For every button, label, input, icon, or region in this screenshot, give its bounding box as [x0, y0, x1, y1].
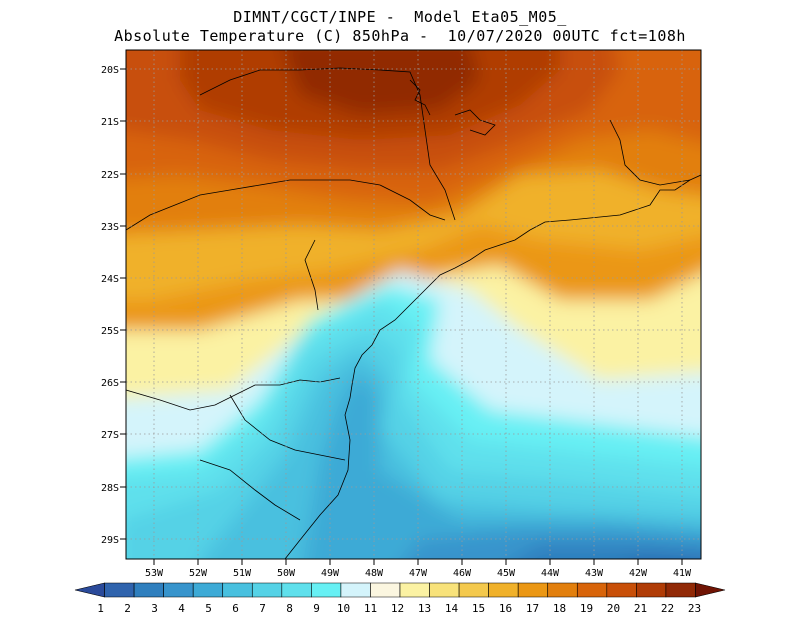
colorbar-segment	[74, 582, 105, 598]
colorbar-label: 23	[688, 602, 701, 615]
map-grid	[126, 50, 701, 559]
colorbar-segment	[636, 582, 667, 598]
colorbar-segment	[488, 582, 519, 598]
colorbar-segment	[340, 582, 371, 598]
colorbar-label: 5	[205, 602, 212, 615]
lat-label: 28S	[101, 483, 119, 494]
lon-label: 43W	[585, 568, 604, 579]
colorbar-segment	[399, 582, 430, 598]
colorbar-labels: 1 2 3 4 5 6 7 8 9 10 11 12 13 14 15 16 1…	[97, 602, 701, 615]
temperature-field	[126, 50, 701, 559]
lon-label: 48W	[365, 568, 384, 579]
colorbar-segment	[311, 582, 342, 598]
colorbar-label: 14	[445, 602, 459, 615]
lon-label: 50W	[277, 568, 296, 579]
colorbar-segment	[133, 582, 164, 598]
lon-label: 51W	[233, 568, 252, 579]
colorbar-label: 21	[634, 602, 647, 615]
lon-label: 47W	[409, 568, 428, 579]
lat-label: 25S	[101, 326, 119, 337]
map-frame	[125, 49, 702, 560]
lat-label: 26S	[101, 378, 119, 389]
colorbar-label: 12	[391, 602, 404, 615]
lat-label: 20S	[101, 65, 119, 76]
colorbar-label: 6	[232, 602, 239, 615]
colorbar-segment	[665, 582, 696, 598]
lat-label: 22S	[101, 170, 119, 181]
colorbar-label: 3	[151, 602, 158, 615]
colorbar-segment	[606, 582, 637, 598]
coastline-borders	[126, 67, 701, 559]
colorbar-label: 2	[124, 602, 131, 615]
lon-label: 53W	[145, 568, 164, 579]
colorbar-label: 20	[607, 602, 620, 615]
colorbar-segment	[576, 582, 608, 598]
colorbar-label: 11	[364, 602, 377, 615]
colorbar-segment	[695, 582, 726, 598]
colorbar-label: 7	[259, 602, 266, 615]
lon-label: 44W	[541, 568, 560, 579]
lat-label: 23S	[101, 222, 119, 233]
colorbar-segment	[458, 582, 489, 598]
lon-label: 45W	[497, 568, 516, 579]
colorbar-segment	[192, 582, 224, 598]
latitude-labels: 20S 21S 22S 23S 24S 25S 26S 27S 28S 29S	[101, 65, 119, 546]
colorbar-segment	[251, 582, 283, 598]
colorbar-segment	[163, 582, 194, 598]
lat-label: 27S	[101, 430, 119, 441]
colorbar-label: 13	[418, 602, 431, 615]
colorbar-label: 18	[553, 602, 566, 615]
colorbar-label: 10	[337, 602, 350, 615]
colorbar-label: 15	[472, 602, 485, 615]
colorbar-segment	[104, 582, 135, 598]
lon-label: 52W	[189, 568, 208, 579]
longitude-labels: 53W 52W 51W 50W 49W 48W 47W 46W 45W 44W …	[145, 568, 692, 579]
colorbar-label: 17	[526, 602, 539, 615]
map-title-line2: Absolute Temperature (C) 850hPa - 10/07/…	[114, 27, 686, 45]
map-title-line1: DIMNT/CGCT/INPE - Model Eta05_M05_	[233, 8, 567, 26]
lon-label: 46W	[453, 568, 472, 579]
colorbar-label: 19	[580, 602, 593, 615]
colorbar-segment	[222, 582, 253, 598]
lat-label: 21S	[101, 117, 119, 128]
colorbar-segment	[429, 582, 460, 598]
colorbar-segment	[547, 582, 578, 598]
lon-label: 41W	[673, 568, 692, 579]
colorbar	[74, 582, 726, 598]
colorbar-segment	[517, 582, 549, 598]
colorbar-label: 1	[97, 602, 104, 615]
lon-label: 42W	[629, 568, 648, 579]
colorbar-label: 8	[286, 602, 293, 615]
colorbar-label: 16	[499, 602, 512, 615]
lat-label: 29S	[101, 535, 119, 546]
lon-label: 49W	[321, 568, 340, 579]
lat-label: 24S	[101, 274, 119, 285]
colorbar-label: 9	[313, 602, 320, 615]
colorbar-label: 22	[661, 602, 674, 615]
colorbar-label: 4	[178, 602, 185, 615]
colorbar-segment	[281, 582, 312, 598]
colorbar-segment	[370, 582, 401, 598]
